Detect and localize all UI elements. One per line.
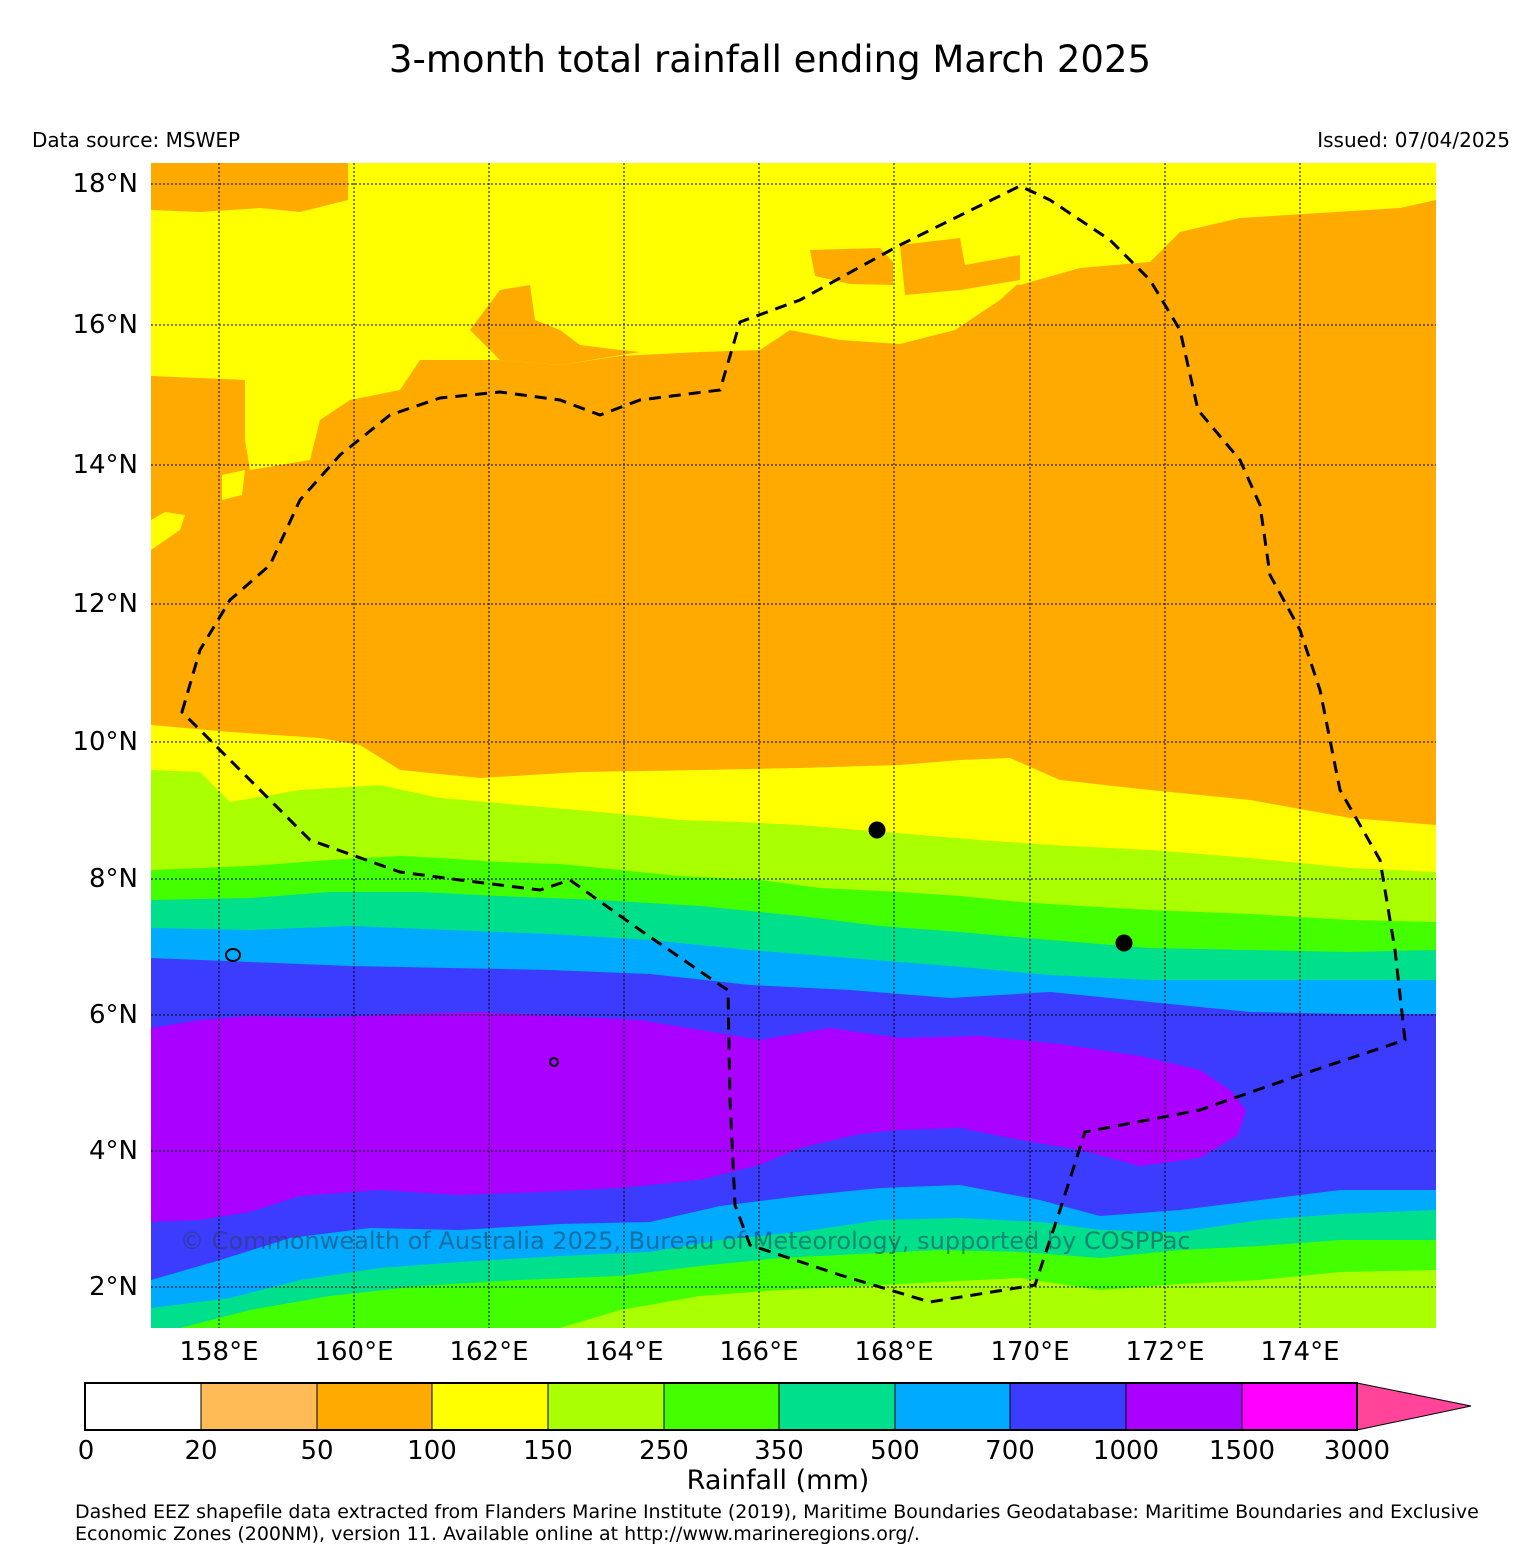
colorbar-tick-label: 700 bbox=[985, 1436, 1035, 1466]
colorbar-tick-label: 3000 bbox=[1323, 1436, 1391, 1466]
lon-label: 158°E bbox=[179, 1337, 259, 1367]
colorbar-tick-label: 20 bbox=[184, 1436, 218, 1466]
rainfall-field bbox=[151, 163, 1436, 1328]
colorbar-tick-label: 1500 bbox=[1208, 1436, 1276, 1466]
lon-label: 164°E bbox=[584, 1337, 664, 1367]
lat-label: 10°N bbox=[72, 727, 138, 757]
colorbar-tick-label: 500 bbox=[870, 1436, 920, 1466]
colorbar-tick-label: 350 bbox=[754, 1436, 804, 1466]
atoll-outline bbox=[225, 948, 242, 962]
island-marker bbox=[868, 821, 886, 839]
colorbar-tick-label: 50 bbox=[300, 1436, 334, 1466]
credit-watermark: © Commonwealth of Australia 2025, Bureau… bbox=[180, 1227, 1191, 1255]
issued-date-label: Issued: 07/04/2025 bbox=[1317, 128, 1510, 152]
colorbar-tick-label: 100 bbox=[407, 1436, 457, 1466]
lat-label: 14°N bbox=[72, 450, 138, 480]
lat-label: 8°N bbox=[89, 864, 138, 894]
band-1000-1500 bbox=[151, 1012, 1246, 1222]
band-50-100-north-patch2 bbox=[900, 238, 1020, 295]
lat-label: 12°N bbox=[72, 589, 138, 619]
lon-label: 162°E bbox=[449, 1337, 529, 1367]
lat-label: 16°N bbox=[72, 310, 138, 340]
lat-label: 2°N bbox=[89, 1272, 138, 1302]
colorbar bbox=[84, 1382, 1472, 1431]
lon-label: 174°E bbox=[1260, 1337, 1340, 1367]
band-50-100-north-patch3 bbox=[470, 285, 640, 365]
lon-label: 170°E bbox=[990, 1337, 1070, 1367]
atoll-outline bbox=[549, 1057, 560, 1067]
band-150-250-south bbox=[560, 1270, 1436, 1328]
island-marker bbox=[1115, 934, 1133, 952]
lon-label: 168°E bbox=[854, 1337, 934, 1367]
colorbar-tick-label: 250 bbox=[639, 1436, 689, 1466]
colorbar-title: Rainfall (mm) bbox=[686, 1465, 870, 1496]
band-50-100-topleft bbox=[151, 163, 348, 212]
lon-label: 172°E bbox=[1125, 1337, 1205, 1367]
band-100-150-west bbox=[151, 512, 185, 550]
band-100-150-north bbox=[151, 163, 1436, 470]
colorbar-tick-label: 150 bbox=[523, 1436, 573, 1466]
lat-label: 18°N bbox=[72, 169, 138, 199]
eez-boundary bbox=[180, 184, 1407, 1304]
lat-label: 4°N bbox=[89, 1136, 138, 1166]
band-100-150-west2 bbox=[222, 470, 245, 500]
band-50-100-north-patch bbox=[810, 248, 893, 285]
lon-label: 160°E bbox=[314, 1337, 394, 1367]
footnote: Dashed EEZ shapefile data extracted from… bbox=[75, 1501, 1479, 1545]
lat-label: 6°N bbox=[89, 1000, 138, 1030]
lon-label: 166°E bbox=[719, 1337, 799, 1367]
colorbar-tick-label: 0 bbox=[77, 1436, 95, 1466]
data-source-label: Data source: MSWEP bbox=[32, 128, 241, 152]
map-title: 3-month total rainfall ending March 2025 bbox=[388, 38, 1152, 81]
colorbar-tick-label: 1000 bbox=[1092, 1436, 1160, 1466]
